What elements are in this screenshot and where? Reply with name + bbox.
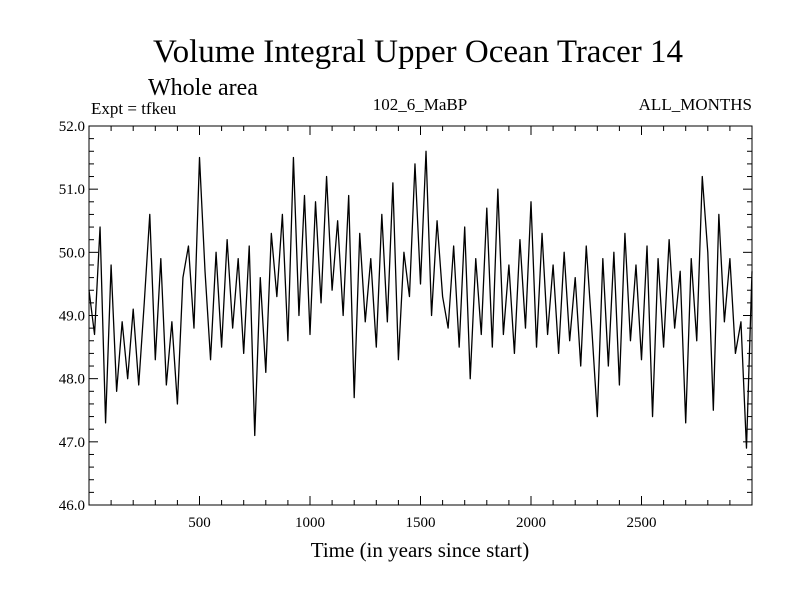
y-tick-label: 48.0 [59,372,85,388]
y-tick-label: 47.0 [59,435,85,451]
y-tick-label: 51.0 [59,182,85,198]
x-tick-label: 1000 [295,515,325,531]
months-label: ALL_MONTHS [639,95,752,114]
x-tick-label: 1500 [406,515,436,531]
x-tick-label: 500 [188,515,211,531]
run-label: 102_6_MaBP [373,95,467,114]
chart-subtitle: Whole area [148,75,258,101]
series-line [88,150,753,449]
axis-ticks [89,126,752,505]
axis-tick-labels: 500 1000 1500 2000 2500 46.0 47.0 48.0 49.0 50.0 5… [59,119,657,531]
x-tick-label: 2500 [627,515,657,531]
y-tick-label: 50.0 [59,245,85,261]
chart-title: Volume Integral Upper Ocean Tracer 14 [153,34,683,70]
x-axis-label: Time (in years since start) [311,538,530,562]
x-tick-label: 2000 [516,515,546,531]
y-tick-label: 46.0 [59,498,85,514]
y-tick-label: 49.0 [59,309,85,325]
experiment-label: Expt = tfkeu [91,99,177,118]
plot-frame [88,125,753,506]
y-tick-label: 52.0 [59,119,85,135]
